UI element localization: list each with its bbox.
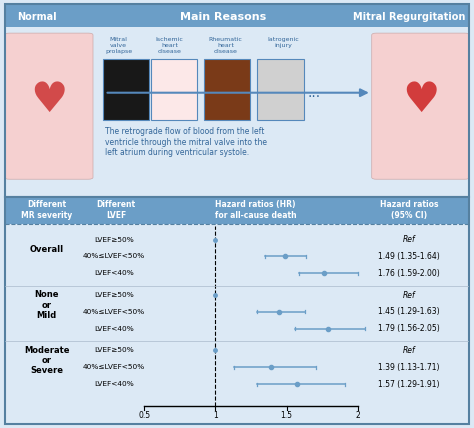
Text: Rheumatic
heart
disease: Rheumatic heart disease [209,37,242,54]
Text: The retrograde flow of blood from the left
ventricle through the mitral valve in: The retrograde flow of blood from the le… [105,127,266,157]
Text: Ischemic
heart
disease: Ischemic heart disease [155,37,183,54]
Text: LVEF≥50%: LVEF≥50% [94,292,134,298]
Text: Main Reasons: Main Reasons [180,12,266,22]
Text: 1.39 (1.13-1.71): 1.39 (1.13-1.71) [378,363,439,372]
Text: Normal: Normal [18,12,57,22]
Text: Different
MR severity: Different MR severity [21,200,72,220]
Text: 1.76 (1.59-2.00): 1.76 (1.59-2.00) [378,269,440,278]
FancyBboxPatch shape [5,196,469,224]
Text: LVEF<40%: LVEF<40% [94,326,134,332]
Text: Different
LVEF: Different LVEF [97,200,136,220]
Text: 40%≤LVEF<50%: 40%≤LVEF<50% [83,364,145,370]
Text: 1.5: 1.5 [281,411,292,420]
FancyBboxPatch shape [5,33,93,179]
Text: Iatrogenic
injury: Iatrogenic injury [268,37,299,48]
FancyBboxPatch shape [372,33,469,179]
Text: Hazard ratios
(95% CI): Hazard ratios (95% CI) [380,200,438,220]
Text: LVEF<40%: LVEF<40% [94,381,134,387]
Text: Ref: Ref [402,235,415,244]
FancyBboxPatch shape [203,59,250,120]
Text: 1: 1 [213,411,218,420]
Text: LVEF≥50%: LVEF≥50% [94,237,134,243]
Text: LVEF≥50%: LVEF≥50% [94,348,134,354]
FancyBboxPatch shape [103,59,149,120]
Text: ♥: ♥ [30,80,68,122]
Text: 1.57 (1.29-1.91): 1.57 (1.29-1.91) [378,380,439,389]
Text: Overall: Overall [29,245,64,254]
Text: Mitral Regurgitation: Mitral Regurgitation [353,12,465,22]
Text: 1.79 (1.56-2.05): 1.79 (1.56-2.05) [378,324,440,333]
Text: None
or
Mild: None or Mild [34,290,59,320]
Text: Moderate
or
Severe: Moderate or Severe [24,346,69,375]
Text: Ref: Ref [402,346,415,355]
Text: Ref: Ref [402,291,415,300]
FancyBboxPatch shape [5,4,469,27]
Text: ...: ... [307,86,320,100]
Text: 40%≤LVEF<50%: 40%≤LVEF<50% [83,309,145,315]
Text: Hazard ratios (HR)
for all-cause death: Hazard ratios (HR) for all-cause death [215,200,296,220]
FancyBboxPatch shape [257,59,304,120]
Text: ♥: ♥ [402,80,439,122]
FancyBboxPatch shape [151,59,197,120]
Text: 0.5: 0.5 [138,411,150,420]
Text: LVEF<40%: LVEF<40% [94,270,134,276]
Text: 1.45 (1.29-1.63): 1.45 (1.29-1.63) [378,307,440,316]
Text: 2: 2 [356,411,360,420]
Text: 1.49 (1.35-1.64): 1.49 (1.35-1.64) [378,252,440,261]
Text: 40%≤LVEF<50%: 40%≤LVEF<50% [83,253,145,259]
Text: Mitral
valve
prolapse: Mitral valve prolapse [105,37,132,54]
